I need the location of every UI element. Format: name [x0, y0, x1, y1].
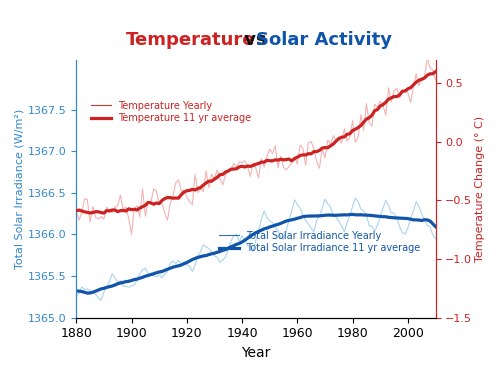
Text: vs: vs — [238, 31, 274, 49]
X-axis label: Year: Year — [241, 346, 270, 360]
Legend: Total Solar Irradiance Yearly, Total Solar Irradiance 11 yr average: Total Solar Irradiance Yearly, Total Sol… — [216, 228, 424, 256]
Y-axis label: Total Solar Irradiance (W/m²): Total Solar Irradiance (W/m²) — [15, 108, 25, 269]
Text: Solar Activity: Solar Activity — [256, 31, 392, 49]
Y-axis label: Temperature Change (° C): Temperature Change (° C) — [475, 116, 485, 262]
Text: Temperature: Temperature — [126, 31, 256, 49]
